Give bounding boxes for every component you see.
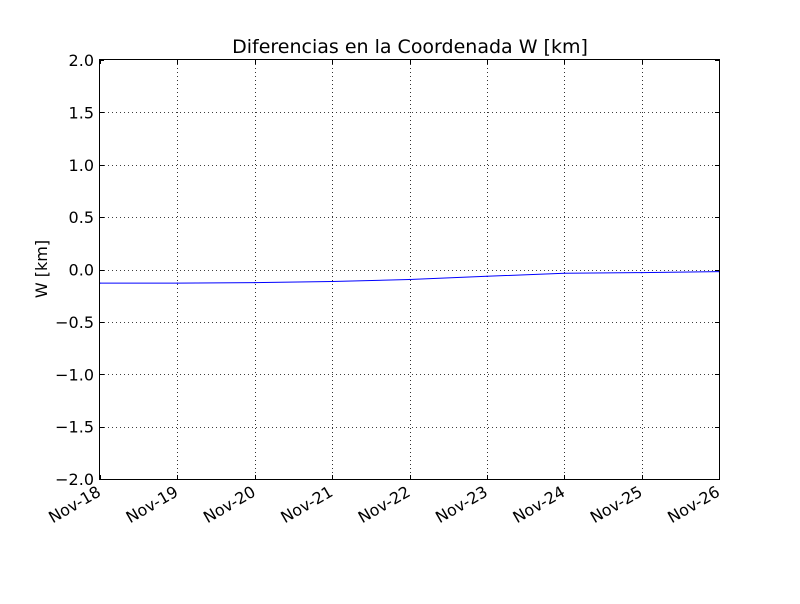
y-tick-label: −2.0 <box>55 470 94 489</box>
y-tick-label: −1.0 <box>55 365 94 384</box>
data-point <box>563 272 565 274</box>
x-tick-labels: Nov-18 Nov-19 Nov-20 Nov-21 Nov-22 Nov-23 Nov-… <box>45 482 723 527</box>
x-tick-label: Nov-23 <box>432 482 491 527</box>
y-tick-label: 0.5 <box>69 208 94 227</box>
y-tick-label: 1.5 <box>69 103 94 122</box>
x-tick-label: Nov-21 <box>277 482 336 527</box>
series-layer <box>99 270 720 284</box>
chart-title: Diferencias en la Coordenada W [km] <box>232 36 588 58</box>
y-axis-label: W [km] <box>32 240 51 298</box>
plot-frame <box>99 59 720 480</box>
y-tick-label: −1.5 <box>55 418 94 437</box>
series-line <box>100 271 720 284</box>
grid-lines <box>100 60 719 479</box>
axis-ticks <box>100 60 720 480</box>
data-point <box>641 272 643 274</box>
y-tick-label: 2.0 <box>69 51 94 70</box>
y-tick-label: 0.0 <box>69 261 94 280</box>
x-tick-label: Nov-24 <box>509 482 568 527</box>
x-tick-label: Nov-22 <box>355 482 414 527</box>
data-point <box>254 281 256 284</box>
data-point <box>408 278 411 281</box>
x-tick-label: Nov-26 <box>664 482 723 527</box>
y-tick-labels: 2.0 1.5 1.0 0.5 0.0 −0.5 −1.0 −1.5 −2.0 <box>55 51 94 489</box>
x-tick-label: Nov-20 <box>200 482 259 527</box>
x-tick-label: Nov-25 <box>587 482 646 527</box>
x-tick-label: Nov-19 <box>123 482 182 527</box>
y-tick-label: −0.5 <box>55 313 94 332</box>
data-point <box>486 275 488 277</box>
y-tick-label: 1.0 <box>69 156 94 175</box>
data-point <box>176 282 178 284</box>
data-point <box>331 280 333 283</box>
